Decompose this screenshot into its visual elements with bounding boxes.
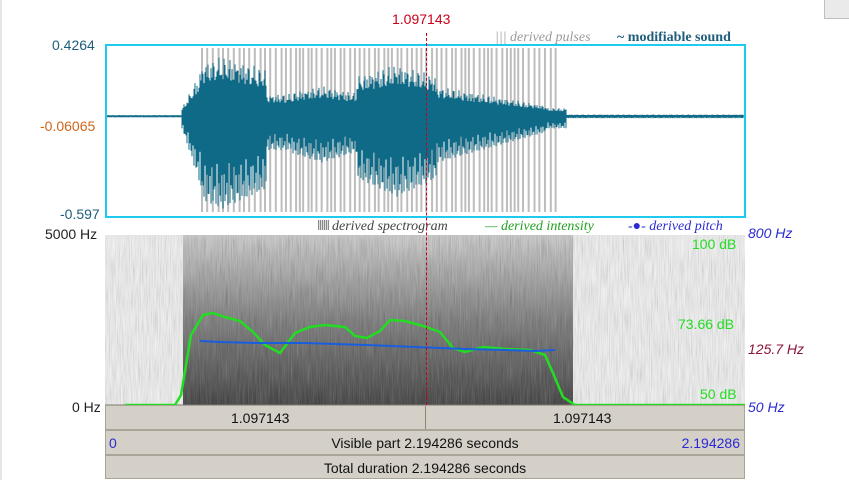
visible-part-label: Visible part 2.194286 seconds [331,435,519,451]
spectrogram-panel[interactable] [105,235,745,406]
segment-right-duration[interactable]: 1.097143 [553,410,612,426]
waveform-y-mid-label: -0.06065 [40,118,96,134]
intensity-min-label: 50 dB [700,386,737,402]
visible-part-bar[interactable]: 0 Visible part 2.194286 seconds 2.194286 [105,430,745,455]
window-edge [0,0,2,480]
total-duration-bar[interactable]: Total duration 2.194286 seconds [105,455,745,479]
spectrogram-freq-max-label: 5000 Hz [45,226,98,242]
segment-bar[interactable]: 1.097143 1.097143 [105,405,745,430]
legend-derived-spectrogram: derived spectrogram [318,219,448,235]
pitch-max-label: 800 Hz [748,225,793,241]
spectrogram-voiced-texture [183,235,573,406]
intensity-cursor-label: 73.66 dB [678,316,735,332]
waveform-panel[interactable] [107,46,744,216]
waveform-y-max-label: 0.4264 [52,37,95,53]
segment-divider [425,406,426,429]
visible-end-time: 2.194286 [681,435,740,451]
pitch-cursor-label: 125.7 Hz [748,341,805,357]
pitch-curve [199,340,556,353]
cursor-time-label: 1.097143 [392,11,451,27]
waveform-path [107,57,744,209]
total-duration-label: Total duration 2.194286 seconds [323,460,527,476]
legend-derived-pitch: -●- derived pitch [628,219,723,234]
legend-derived-pulses: ||| derived pulses [495,30,591,45]
corner-tab[interactable] [824,0,849,19]
legend-modifiable-sound: ~ modifiable sound [617,30,731,45]
spectrogram-legend-icon [318,220,329,230]
waveform-y-min-label: -0.597 [60,206,100,222]
intensity-max-label: 100 dB [692,236,737,252]
waveform-trace [107,57,744,209]
visible-start-time: 0 [109,435,117,451]
waveform-selection-frame [105,44,746,218]
segment-left-duration[interactable]: 1.097143 [231,410,290,426]
time-cursor-line[interactable] [426,33,427,405]
legend-spectrogram-text: derived spectrogram [332,219,448,234]
legend-derived-intensity: — derived intensity [485,219,594,234]
spectrogram-freq-min-label: 0 Hz [72,399,101,415]
pitch-min-label: 50 Hz [748,399,785,415]
